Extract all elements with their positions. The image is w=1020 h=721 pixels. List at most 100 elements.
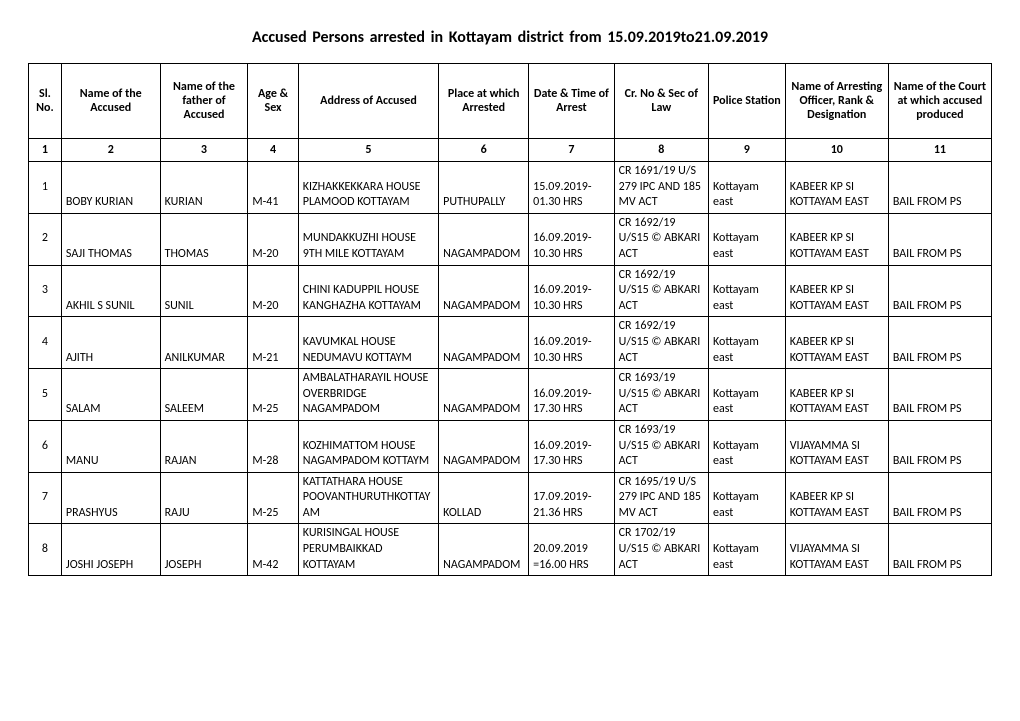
cell-officer: VIJAYAMMA SI KOTTAYAM EAST — [785, 420, 888, 472]
cell-place: NAGAMPADOM — [439, 265, 529, 317]
cell-father: RAJU — [160, 472, 248, 524]
col-header-station: Police Station — [708, 64, 785, 139]
cell-officer: KABEER KP SI KOTTAYAM EAST — [785, 265, 888, 317]
cell-place: NAGAMPADOM — [439, 420, 529, 472]
cell-court: BAIL FROM PS — [888, 265, 991, 317]
colnum: 2 — [61, 139, 160, 162]
cell-place: NAGAMPADOM — [439, 369, 529, 421]
cell-officer: KABEER KP SI KOTTAYAM EAST — [785, 213, 888, 265]
cell-datetime: 20.09.2019 =16.00 HRS — [529, 524, 615, 576]
cell-address: KATTATHARA HOUSE POOVANTHURUTHKOTTAYAM — [298, 472, 438, 524]
col-header-name: Name of the Accused — [61, 64, 160, 139]
cell-address: KURISINGAL HOUSE PERUMBAIKKAD KOTTAYAM — [298, 524, 438, 576]
cell-station: Kottayam east — [708, 369, 785, 421]
cell-officer: KABEER KP SI KOTTAYAM EAST — [785, 369, 888, 421]
cell-name: PRASHYUS — [61, 472, 160, 524]
col-header-crno: Cr. No & Sec of Law — [614, 64, 708, 139]
table-row: 1BOBY KURIANKURIANM-41KIZHAKKEKKARA HOUS… — [29, 162, 992, 214]
cell-crno: CR 1702/19 U/S15 © ABKARI ACT — [614, 524, 708, 576]
colnum: 6 — [439, 139, 529, 162]
col-header-court: Name of the Court at which accused produ… — [888, 64, 991, 139]
cell-station: Kottayam east — [708, 317, 785, 369]
cell-place: NAGAMPADOM — [439, 317, 529, 369]
cell-sl: 4 — [29, 317, 62, 369]
cell-crno: CR 1695/19 U/S 279 IPC AND 185 MV ACT — [614, 472, 708, 524]
cell-name: AJITH — [61, 317, 160, 369]
cell-name: SAJI THOMAS — [61, 213, 160, 265]
cell-court: BAIL FROM PS — [888, 369, 991, 421]
cell-age: M-21 — [248, 317, 298, 369]
cell-datetime: 16.09.2019-17.30 HRS — [529, 420, 615, 472]
arrest-table: Sl. No. Name of the Accused Name of the … — [28, 63, 992, 576]
colnum: 3 — [160, 139, 248, 162]
col-header-place: Place at which Arrested — [439, 64, 529, 139]
cell-sl: 7 — [29, 472, 62, 524]
cell-station: Kottayam east — [708, 265, 785, 317]
cell-court: BAIL FROM PS — [888, 317, 991, 369]
cell-father: SALEEM — [160, 369, 248, 421]
cell-station: Kottayam east — [708, 213, 785, 265]
cell-datetime: 17.09.2019-21.36 HRS — [529, 472, 615, 524]
cell-place: PUTHUPALLY — [439, 162, 529, 214]
cell-name: SALAM — [61, 369, 160, 421]
cell-sl: 3 — [29, 265, 62, 317]
cell-court: BAIL FROM PS — [888, 472, 991, 524]
column-number-row: 1 2 3 4 5 6 7 8 9 10 11 — [29, 139, 992, 162]
cell-name: BOBY KURIAN — [61, 162, 160, 214]
page-title: Accused Persons arrested in Kottayam dis… — [28, 28, 992, 47]
cell-address: KOZHIMATTOM HOUSE NAGAMPADOM KOTTAYM — [298, 420, 438, 472]
cell-datetime: 16.09.2019-10.30 HRS — [529, 317, 615, 369]
table-row: 4AJITHANILKUMARM-21KAVUMKAL HOUSE NEDUMA… — [29, 317, 992, 369]
cell-crno: CR 1693/19 U/S15 © ABKARI ACT — [614, 420, 708, 472]
header-row: Sl. No. Name of the Accused Name of the … — [29, 64, 992, 139]
cell-father: KURIAN — [160, 162, 248, 214]
table-row: 3AKHIL S SUNILSUNILM-20CHINI KADUPPIL HO… — [29, 265, 992, 317]
cell-father: ANILKUMAR — [160, 317, 248, 369]
cell-crno: CR 1692/19 U/S15 © ABKARI ACT — [614, 317, 708, 369]
cell-father: SUNIL — [160, 265, 248, 317]
colnum: 1 — [29, 139, 62, 162]
colnum: 9 — [708, 139, 785, 162]
cell-sl: 2 — [29, 213, 62, 265]
col-header-officer: Name of Arresting Officer, Rank & Design… — [785, 64, 888, 139]
col-header-datetime: Date & Time of Arrest — [529, 64, 615, 139]
cell-sl: 5 — [29, 369, 62, 421]
cell-station: Kottayam east — [708, 420, 785, 472]
cell-age: M-20 — [248, 213, 298, 265]
cell-sl: 8 — [29, 524, 62, 576]
col-header-address: Address of Accused — [298, 64, 438, 139]
colnum: 11 — [888, 139, 991, 162]
col-header-sl: Sl. No. — [29, 64, 62, 139]
cell-age: M-42 — [248, 524, 298, 576]
cell-crno: CR 1692/19 U/S15 © ABKARI ACT — [614, 213, 708, 265]
cell-court: BAIL FROM PS — [888, 524, 991, 576]
cell-officer: KABEER KP SI KOTTAYAM EAST — [785, 472, 888, 524]
cell-sl: 1 — [29, 162, 62, 214]
cell-officer: KABEER KP SI KOTTAYAM EAST — [785, 317, 888, 369]
colnum: 10 — [785, 139, 888, 162]
cell-station: Kottayam east — [708, 162, 785, 214]
table-body: 1BOBY KURIANKURIANM-41KIZHAKKEKKARA HOUS… — [29, 162, 992, 576]
cell-father: JOSEPH — [160, 524, 248, 576]
cell-station: Kottayam east — [708, 472, 785, 524]
table-row: 8JOSHI JOSEPHJOSEPHM-42KURISINGAL HOUSE … — [29, 524, 992, 576]
cell-officer: KABEER KP SI KOTTAYAM EAST — [785, 162, 888, 214]
colnum: 8 — [614, 139, 708, 162]
cell-datetime: 15.09.2019-01.30 HRS — [529, 162, 615, 214]
table-row: 2SAJI THOMASTHOMASM-20MUNDAKKUZHI HOUSE … — [29, 213, 992, 265]
cell-crno: CR 1691/19 U/S 279 IPC AND 185 MV ACT — [614, 162, 708, 214]
cell-name: MANU — [61, 420, 160, 472]
table-row: 7PRASHYUSRAJUM-25KATTATHARA HOUSE POOVAN… — [29, 472, 992, 524]
cell-address: KIZHAKKEKKARA HOUSE PLAMOOD KOTTAYAM — [298, 162, 438, 214]
col-header-age: Age & Sex — [248, 64, 298, 139]
cell-address: KAVUMKAL HOUSE NEDUMAVU KOTTAYM — [298, 317, 438, 369]
cell-datetime: 16.09.2019-10.30 HRS — [529, 213, 615, 265]
cell-crno: CR 1692/19 U/S15 © ABKARI ACT — [614, 265, 708, 317]
cell-station: Kottayam east — [708, 524, 785, 576]
cell-datetime: 16.09.2019-17.30 HRS — [529, 369, 615, 421]
cell-sl: 6 — [29, 420, 62, 472]
colnum: 5 — [298, 139, 438, 162]
cell-age: M-20 — [248, 265, 298, 317]
cell-father: THOMAS — [160, 213, 248, 265]
cell-crno: CR 1693/19 U/S15 © ABKARI ACT — [614, 369, 708, 421]
